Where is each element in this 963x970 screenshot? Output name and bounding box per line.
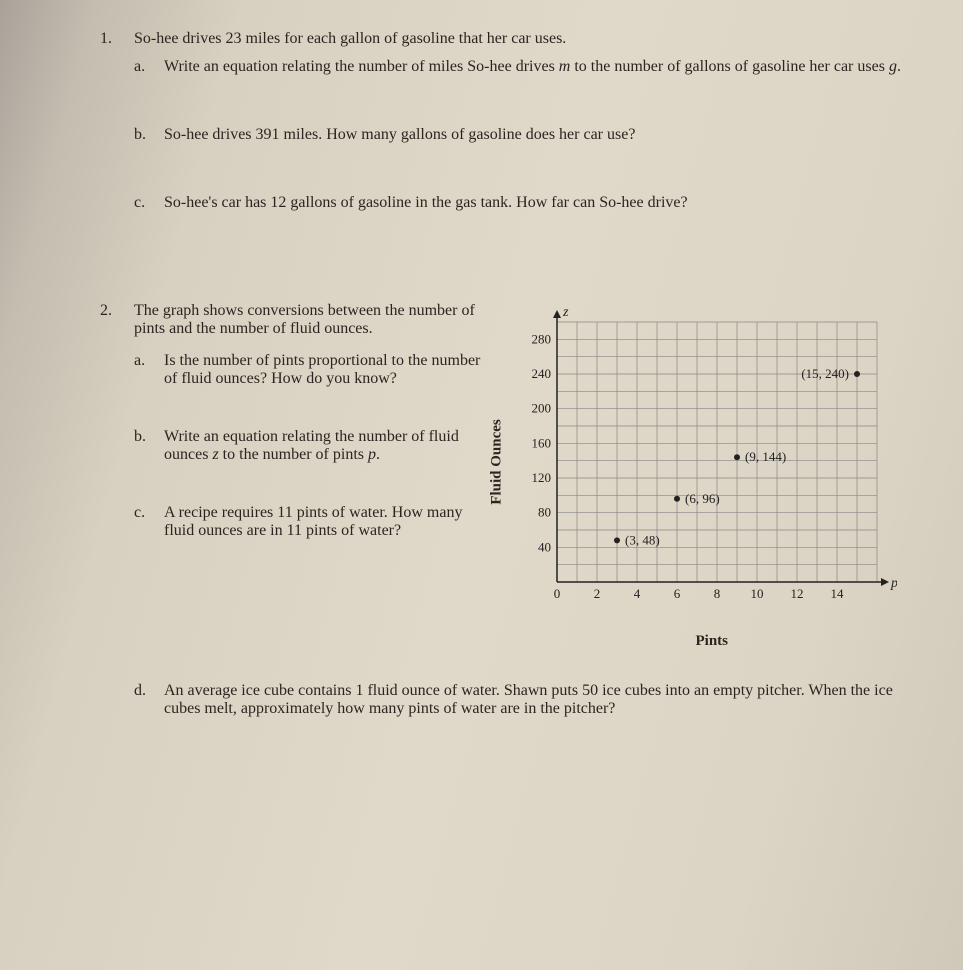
problem-1-number: 1. <box>100 30 130 48</box>
sub-letter-1c: c. <box>134 194 145 212</box>
svg-text:(6, 96): (6, 96) <box>685 491 720 506</box>
sub-letter-1b: b. <box>134 126 146 144</box>
q1a-text-mid: to the number of gallons of gasoline her… <box>570 58 889 75</box>
svg-text:240: 240 <box>532 366 552 381</box>
svg-text:280: 280 <box>532 331 552 346</box>
problem-1: 1. So-hee drives 23 miles for each gallo… <box>100 30 913 262</box>
problem-2-body: The graph shows conversions between the … <box>134 302 907 728</box>
problem-2d: d. An average ice cube contains 1 fluid … <box>134 682 907 718</box>
problem-1b: b. So-hee drives 391 miles. How many gal… <box>134 126 907 144</box>
svg-text:(9, 144): (9, 144) <box>745 449 786 464</box>
svg-text:p: p <box>890 576 897 591</box>
q2b-var2: p <box>368 446 376 463</box>
svg-text:160: 160 <box>532 435 552 450</box>
svg-text:2: 2 <box>594 586 601 601</box>
svg-text:12: 12 <box>791 586 804 601</box>
pints-fluidounces-chart: Fluid Ounces Pints zp0246810121440801201… <box>507 302 897 622</box>
svg-text:200: 200 <box>532 401 552 416</box>
worksheet-page: 1. So-hee drives 23 miles for each gallo… <box>0 0 963 798</box>
chart-xlabel: Pints <box>695 633 728 650</box>
problem-2c: c. A recipe requires 11 pints of water. … <box>134 504 487 540</box>
chart-ylabel: Fluid Ounces <box>489 419 506 504</box>
sub-letter-2b: b. <box>134 428 146 446</box>
problem-1-body: So-hee drives 23 miles for each gallon o… <box>134 30 907 262</box>
problem-2a: a. Is the number of pints proportional t… <box>134 352 487 388</box>
svg-text:0: 0 <box>554 586 561 601</box>
sub-letter-2c: c. <box>134 504 145 522</box>
svg-text:80: 80 <box>538 505 551 520</box>
sub-letter-2d: d. <box>134 682 146 700</box>
svg-text:4: 4 <box>634 586 641 601</box>
sub-letter-2a: a. <box>134 352 145 370</box>
q2c-text: A recipe requires 11 pints of water. How… <box>164 504 462 539</box>
q1a-var2: g <box>889 58 897 75</box>
problem-2-number: 2. <box>100 302 130 320</box>
svg-text:14: 14 <box>831 586 845 601</box>
q1a-text-post: . <box>897 58 901 75</box>
problem-2: 2. The graph shows conversions between t… <box>100 302 913 728</box>
problem-1c: c. So-hee's car has 12 gallons of gasoli… <box>134 194 907 212</box>
problem-1a: a. Write an equation relating the number… <box>134 58 907 76</box>
q1a-var1: m <box>559 58 571 75</box>
svg-text:(3, 48): (3, 48) <box>625 532 660 547</box>
q1a-text-pre: Write an equation relating the number of… <box>164 58 559 75</box>
svg-text:120: 120 <box>532 470 552 485</box>
problem-2-stem: The graph shows conversions between the … <box>134 302 487 338</box>
svg-text:10: 10 <box>751 586 764 601</box>
svg-text:8: 8 <box>714 586 721 601</box>
svg-text:(15, 240): (15, 240) <box>801 366 849 381</box>
problem-2b: b. Write an equation relating the number… <box>134 428 487 464</box>
q2b-text-post: . <box>376 446 380 463</box>
q2b-text-mid: to the number of pints <box>219 446 368 463</box>
q1c-text: So-hee's car has 12 gallons of gasoline … <box>164 194 688 211</box>
chart-svg: z p 0 2 4 6 8 10 12 14 40 80 120 160 200 240 280 (3, 48) (… <box>507 302 897 622</box>
svg-text:40: 40 <box>538 539 551 554</box>
q2d-text: An average ice cube contains 1 fluid oun… <box>164 682 893 717</box>
q2a-text: Is the number of pints proportional to t… <box>164 352 480 387</box>
q1b-text: So-hee drives 391 miles. How many gallon… <box>164 126 635 143</box>
problem-1-stem: So-hee drives 23 miles for each gallon o… <box>134 30 907 48</box>
sub-letter-1a: a. <box>134 58 145 76</box>
svg-text:6: 6 <box>674 586 681 601</box>
svg-text:z: z <box>562 305 569 320</box>
